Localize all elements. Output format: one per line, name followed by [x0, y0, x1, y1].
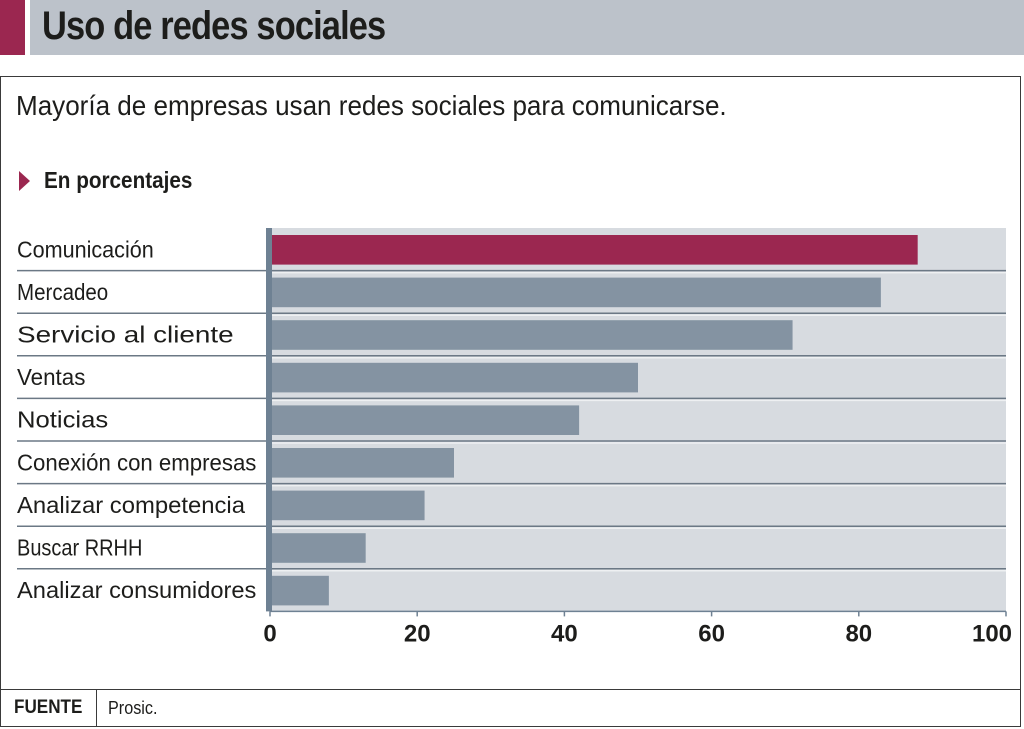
category-label: Conexión con empresas — [17, 449, 256, 475]
bar-7 — [272, 533, 366, 563]
bar-8 — [272, 575, 329, 606]
footer-separator — [96, 690, 97, 727]
x-tick-label: 20 — [404, 620, 431, 647]
bar-0 — [272, 235, 918, 265]
x-tick-label: 40 — [551, 620, 578, 647]
chart-title: Uso de redes sociales — [42, 4, 386, 48]
bar-5 — [272, 448, 454, 478]
title-bar: Uso de redes sociales — [30, 0, 1024, 55]
triangle-right-icon — [19, 171, 30, 191]
chart-subtitle: Mayoría de empresas usan redes sociales … — [16, 90, 727, 121]
bar-1 — [272, 277, 881, 308]
x-tick-label: 0 — [263, 620, 276, 647]
bar-4 — [272, 405, 580, 435]
y-axis-line — [266, 228, 272, 612]
category-label: Noticias — [17, 407, 108, 433]
source-label: FUENTE — [14, 697, 83, 718]
category-label: Comunicación — [17, 236, 154, 262]
x-tick-label: 80 — [845, 620, 872, 647]
chart-frame — [0, 76, 1021, 727]
bar-6 — [272, 490, 425, 521]
category-label: Buscar RRHH — [17, 535, 142, 561]
category-label: Servicio al cliente — [17, 322, 234, 348]
x-tick-label: 60 — [698, 620, 725, 647]
category-label: Ventas — [17, 364, 85, 390]
footer-divider — [0, 689, 1021, 690]
category-label: Mercadeo — [17, 279, 108, 305]
source-value: Prosic. — [108, 698, 158, 718]
bar-2 — [272, 320, 793, 350]
category-label: Analizar competencia — [17, 492, 245, 518]
unit-label: En porcentajes — [44, 167, 193, 193]
category-label: Analizar consumidores — [17, 577, 256, 603]
x-tick-label: 100 — [972, 620, 1012, 647]
bar-3 — [272, 362, 638, 393]
title-accent-bar — [0, 0, 25, 55]
